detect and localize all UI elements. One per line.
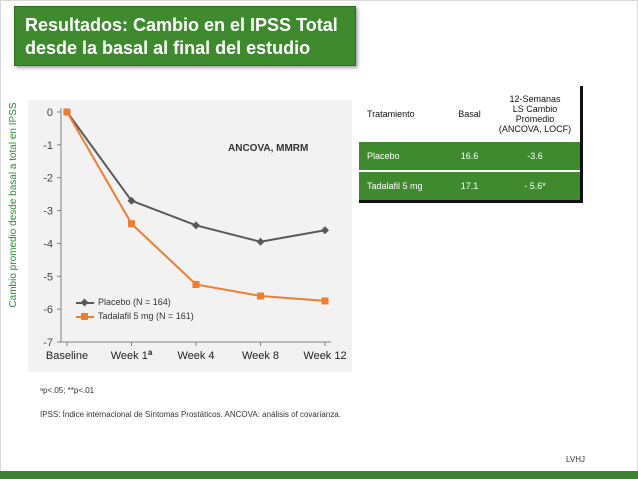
data-point-tadalafil [63,108,71,116]
data-point-placebo [321,226,329,235]
x-tick-label: Week 1a [111,348,153,362]
legend-label-tadalafil: Tadalafil 5 mg (N = 161) [98,311,194,321]
y-tick-label: -6 [43,304,53,316]
table-cell: 17.1 [449,170,490,202]
footnote-abbreviations: IPSS: Índice internacional de Síntomas P… [40,410,341,419]
legend-label-placebo: Placebo (N = 164) [98,297,171,307]
y-tick-label: -5 [43,271,53,283]
footer-tag: LVHJ [566,455,585,464]
x-tick-label: Week 12 [303,350,346,362]
table-header-line: 12-Semanas [509,94,561,104]
table-cell: Placebo [359,142,449,171]
results-table: Tratamiento Basal 12-Semanas LS Cambio Pro… [359,86,583,203]
y-tick-label: -4 [43,238,53,250]
table-header-line: Promedio [515,114,555,124]
table-cell: - 5.6* [490,170,582,202]
y-tick-label: -2 [43,173,53,185]
data-point-tadalafil [128,220,135,228]
x-tick-label: Week 8 [242,350,279,362]
chart-annotation: ANCOVA, MMRM [228,143,309,154]
x-tick-superscript: a [148,348,153,357]
y-tick-label: 0 [47,107,53,119]
data-point-placebo [127,196,136,205]
table-header-cell: 12-Semanas LS Cambio Promedio (ANCOVA, LOCF… [490,86,582,142]
title-line-1: Resultados: Cambio en el IPSS Total [25,15,338,35]
data-point-placebo [192,221,200,230]
bottom-accent-bar [0,471,638,479]
table-row: Placebo 16.6 -3.6 [359,142,582,171]
table-cell: 16.6 [449,142,490,171]
table-cell: -3.6 [490,142,582,171]
table-header-line: LS Cambio [512,104,558,114]
table-cell: Tadalafil 5 mg [359,170,449,202]
x-tick-label: Week 4 [177,350,214,362]
table-row: Tadalafil 5 mg 17.1 - 5.6* [359,170,582,202]
y-tick-label: -3 [43,206,53,218]
table-header-cell: Basal [449,86,490,142]
table-header-row: Tratamiento Basal 12-Semanas LS Cambio Pro… [359,86,582,142]
y-tick-label: -1 [43,140,53,152]
data-point-tadalafil [192,281,200,288]
series-line-tadalafil [66,111,326,302]
table-header-cell: Tratamiento [359,86,449,142]
y-axis-label: Cambio promedio desde basal a total en I… [8,102,19,308]
data-point-tadalafil [257,292,264,300]
title-box: Resultados: Cambio en el IPSS Total desd… [14,6,356,66]
footnote-significance: ᵃp<.05; **p<.01 [40,386,95,395]
legend-square-marker [81,313,88,320]
title-line-2: desde la basal al final del estudio [25,38,311,58]
x-tick-label: Baseline [46,350,88,362]
y-tick-label: -7 [43,337,53,349]
data-point-placebo [256,237,265,246]
data-point-tadalafil [321,297,329,305]
table-header-line: (ANCOVA, LOCF) [498,124,572,134]
